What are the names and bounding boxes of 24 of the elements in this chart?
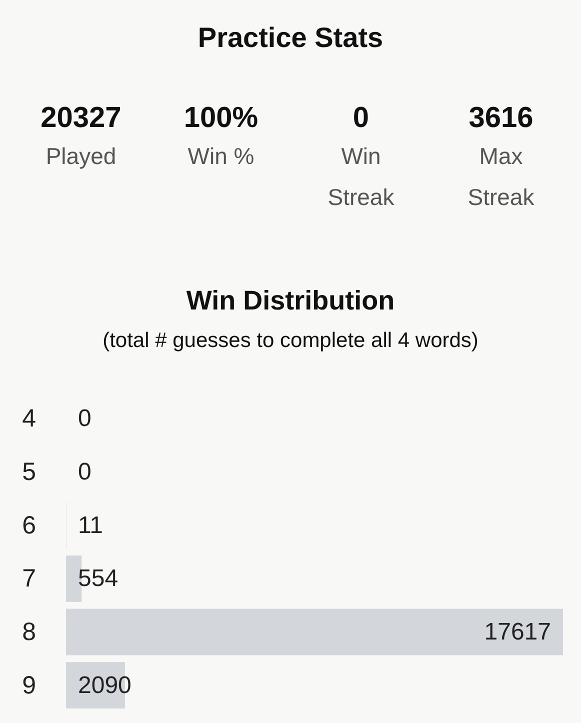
text: 0 [352, 102, 370, 134]
category-label: Win Streak [326, 142, 396, 212]
data-label: 17617 [484, 618, 551, 646]
category-label: Played [44, 142, 118, 171]
category-label: Win % [186, 142, 256, 171]
category-label: Max Streak [466, 142, 536, 212]
data-label: 2090 [78, 672, 132, 699]
chart-title: Win Distribution [186, 286, 395, 316]
data-label: 11 [78, 512, 103, 539]
y-tick-label: 9 [22, 671, 36, 700]
bar [66, 608, 563, 656]
y-tick-label: 4 [22, 404, 36, 433]
text: 100% [184, 102, 258, 134]
text: 3616 [468, 102, 534, 134]
y-tick-label: 6 [22, 511, 36, 540]
data-label: 554 [78, 565, 118, 592]
text: 20327 [40, 102, 122, 134]
y-tick-label: 8 [22, 618, 36, 646]
text: Practice Stats [196, 22, 384, 54]
data-label: 0 [78, 405, 92, 432]
chart-subtitle: (total # guesses to complete all 4 words) [102, 329, 478, 352]
data-label: 0 [78, 458, 92, 486]
y-tick-label: 7 [22, 564, 36, 593]
y-tick-label: 5 [22, 458, 36, 486]
